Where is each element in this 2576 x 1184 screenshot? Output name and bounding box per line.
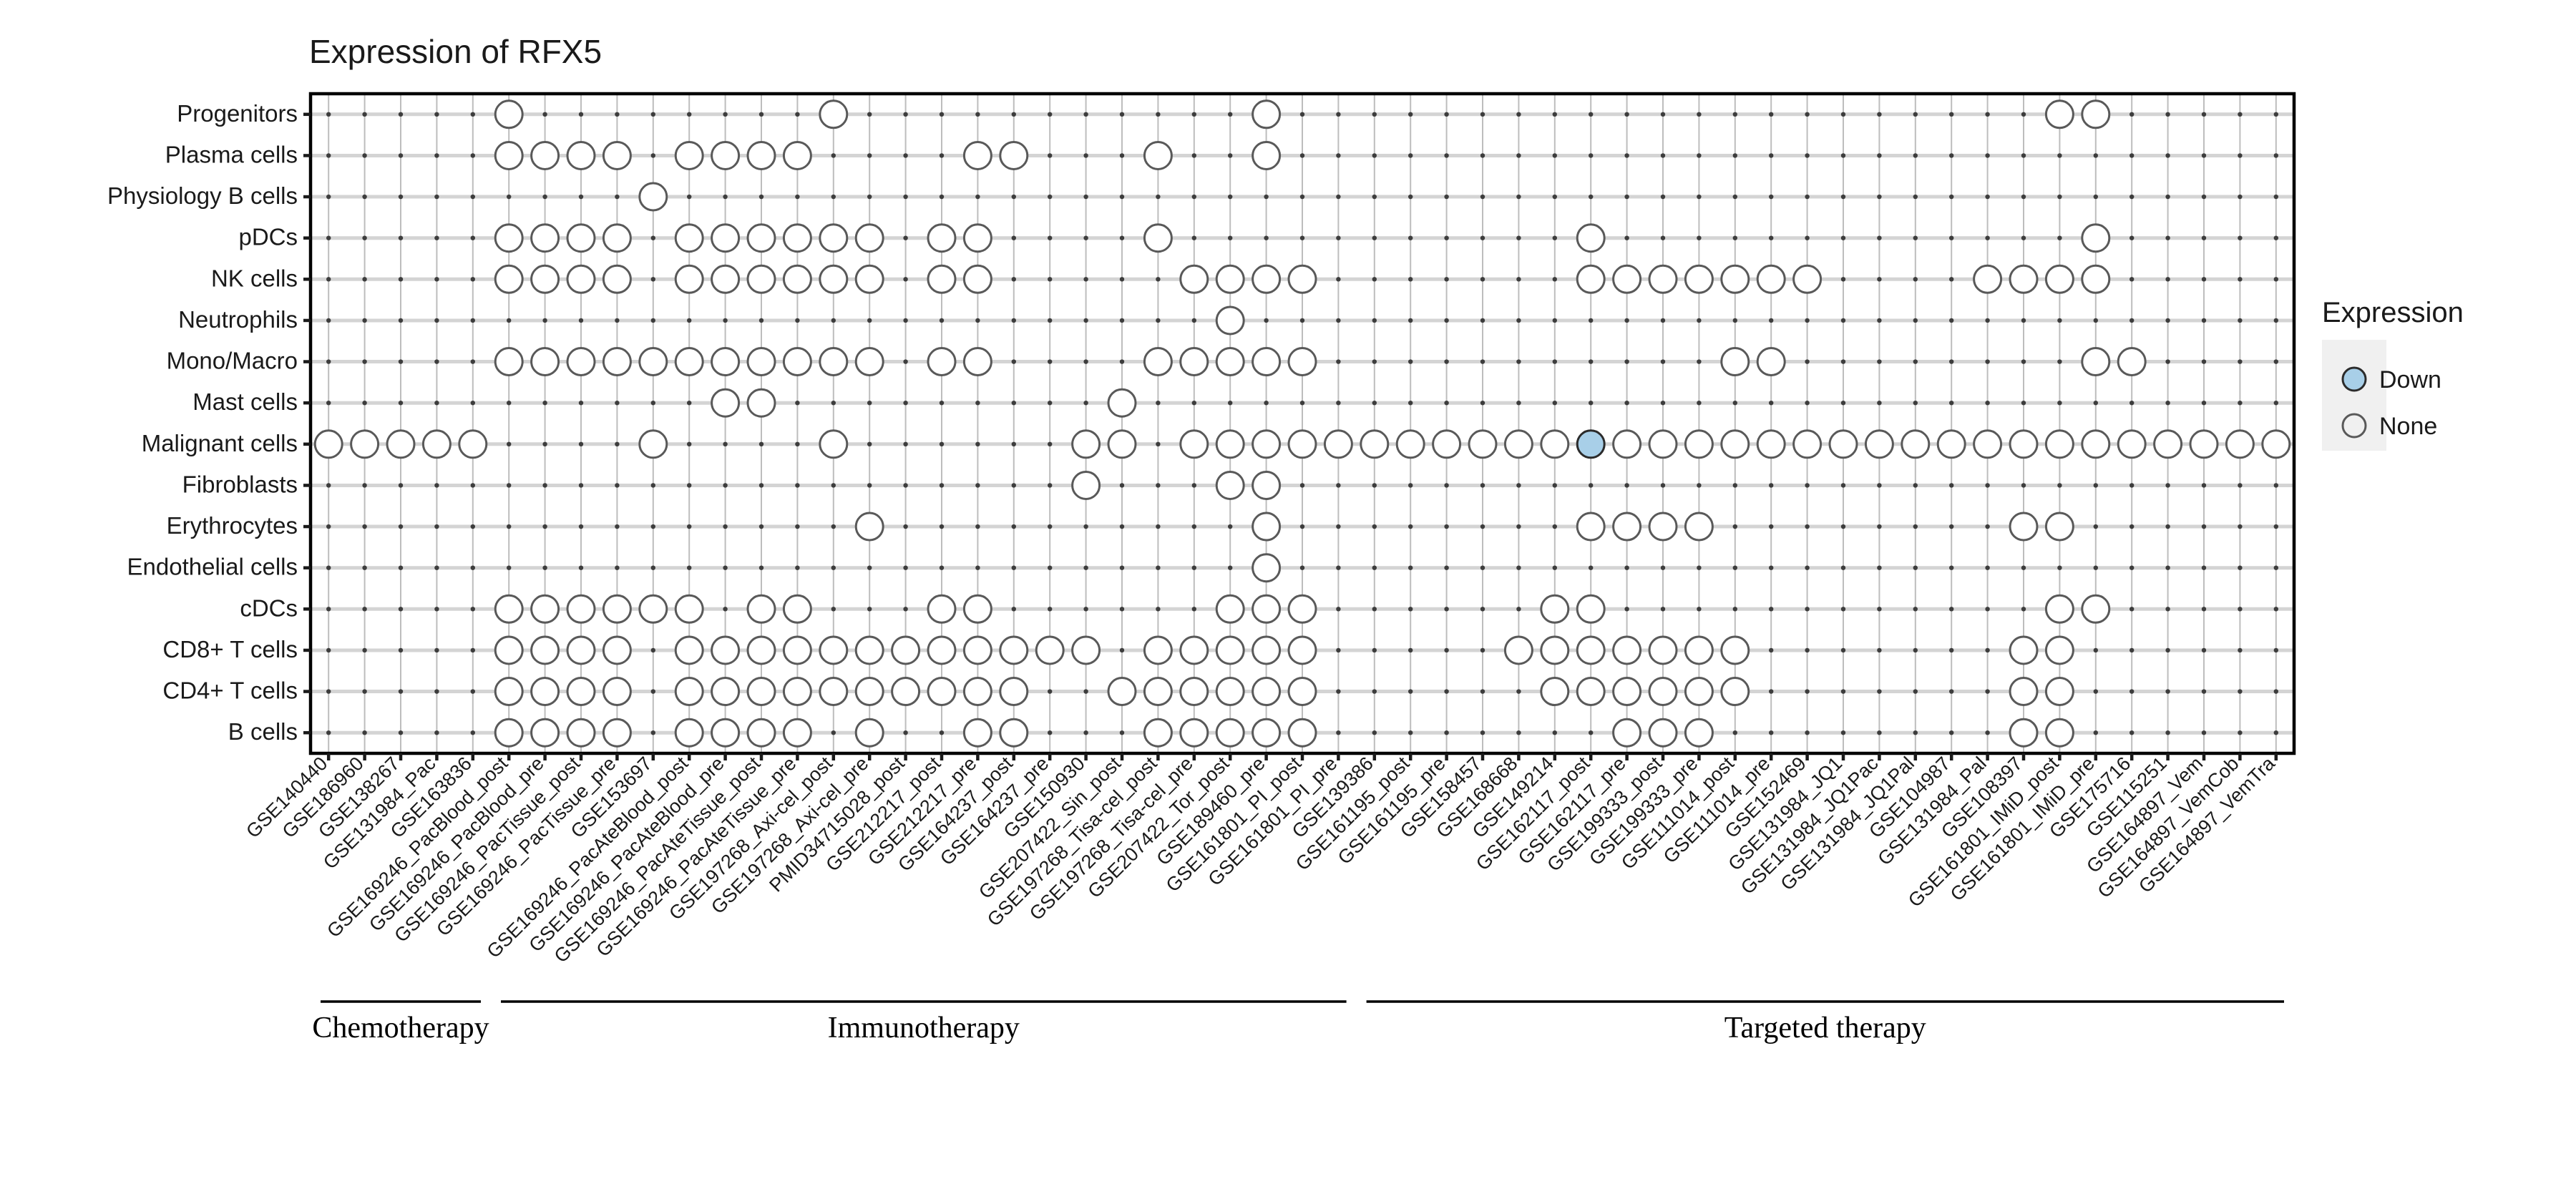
svg-text:Progenitors: Progenitors [177, 100, 298, 127]
svg-text:B cells: B cells [228, 718, 298, 745]
svg-text:Physiology B cells: Physiology B cells [107, 182, 298, 209]
svg-text:Expression: Expression [2322, 297, 2464, 328]
svg-text:Plasma cells: Plasma cells [165, 141, 298, 167]
svg-text:Targeted therapy: Targeted therapy [1724, 1012, 1926, 1044]
svg-text:Endothelial cells: Endothelial cells [127, 554, 298, 580]
svg-text:Chemotherapy: Chemotherapy [312, 1012, 489, 1044]
svg-text:Mono/Macro: Mono/Macro [167, 348, 298, 374]
svg-text:pDCs: pDCs [238, 224, 298, 250]
svg-text:Expression of RFX5: Expression of RFX5 [309, 33, 602, 70]
svg-text:Down: Down [2379, 366, 2441, 393]
svg-text:Neutrophils: Neutrophils [178, 306, 298, 333]
svg-text:NK cells: NK cells [211, 265, 298, 291]
svg-text:Immunotherapy: Immunotherapy [828, 1012, 1020, 1044]
svg-text:cDCs: cDCs [240, 595, 298, 621]
svg-text:CD8+ T cells: CD8+ T cells [162, 636, 298, 662]
svg-text:CD4+ T cells: CD4+ T cells [162, 677, 298, 704]
svg-text:None: None [2379, 413, 2437, 440]
svg-text:Fibroblasts: Fibroblasts [182, 471, 298, 497]
svg-text:Malignant cells: Malignant cells [142, 430, 298, 456]
svg-text:Mast cells: Mast cells [192, 388, 298, 415]
svg-text:Erythrocytes: Erythrocytes [167, 512, 298, 539]
